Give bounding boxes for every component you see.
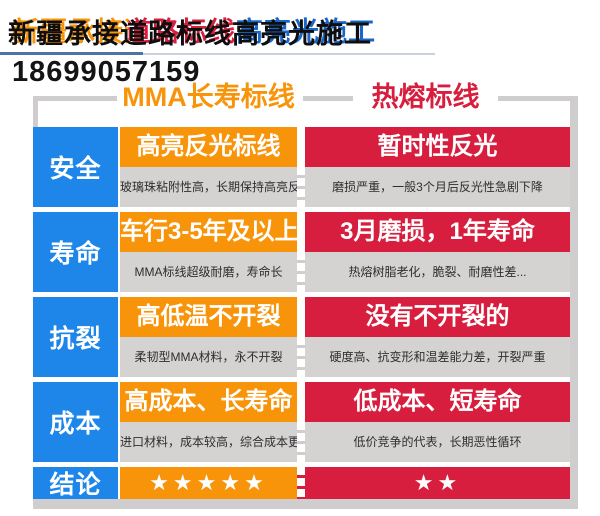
mma-cell: 高成本、长寿命 进口材料，成本较高，综合成本更低 <box>120 382 297 462</box>
table-row-safety: 安全 高亮反光标线 玻璃珠粘附性高，长期保持高亮反光 暂时性反光 磨损严重，一般… <box>33 127 570 207</box>
page-title: 新疆承接道路标线高亮光施工 新疆承接道路标线高亮光施工 <box>8 12 375 49</box>
mma-star-rating: ★★★★★ <box>120 467 297 499</box>
mma-detail: 玻璃珠粘附性高，长期保持高亮反光 <box>120 167 297 207</box>
title-underline-blue <box>0 52 143 55</box>
column-gap <box>118 382 120 462</box>
hotmelt-detail: 低价竞争的代表，长期恶性循环 <box>305 422 570 462</box>
mma-headline: 高低温不开裂 <box>120 297 297 337</box>
title-text: 新疆承接道路标线高亮光施工 <box>8 19 372 49</box>
table-row-cost: 成本 高成本、长寿命 进口材料，成本较高，综合成本更低 低成本、短寿命 低价竞争… <box>33 382 570 462</box>
hotmelt-detail: 磨损严重，一般3个月后反光性急剧下降 <box>305 167 570 207</box>
row-label-safety: 安全 <box>33 127 118 207</box>
mma-headline: 高成本、长寿命 <box>120 382 297 422</box>
row-label-crack: 抗裂 <box>33 297 118 377</box>
column-gap <box>118 127 120 207</box>
frame-top-segment-2 <box>303 96 353 101</box>
hotmelt-cell: 低成本、短寿命 低价竞争的代表，长期恶性循环 <box>305 382 570 462</box>
hotmelt-cell: 3月磨损，1年寿命 热熔树脂老化，脆裂、耐磨性差... <box>305 212 570 292</box>
frame-left-tick <box>33 96 38 127</box>
hotmelt-cell: 暂时性反光 磨损严重，一般3个月后反光性急剧下降 <box>305 127 570 207</box>
hotmelt-headline: 没有不开裂的 <box>305 297 570 337</box>
column-title-mma: MMA长寿标线 <box>122 82 295 112</box>
dashed-divider <box>297 127 305 207</box>
table-row-conclusion: 结论 ★★★★★ ★★ <box>33 467 570 499</box>
column-gap <box>118 212 120 292</box>
dashed-divider <box>297 467 305 499</box>
mma-headline: 车行3-5年及以上 <box>120 212 297 252</box>
column-gap <box>118 297 120 377</box>
mma-cell: 高低温不开裂 柔韧型MMA材料，永不开裂 <box>120 297 297 377</box>
comparison-table: 安全 高亮反光标线 玻璃珠粘附性高，长期保持高亮反光 暂时性反光 磨损严重，一般… <box>33 127 570 499</box>
mma-detail: MMA标线超级耐磨，寿命长 <box>120 252 297 292</box>
dashed-divider <box>297 212 305 292</box>
mma-headline: 高亮反光标线 <box>120 127 297 167</box>
dashed-divider <box>297 382 305 462</box>
mma-detail: 进口材料，成本较高，综合成本更低 <box>120 422 297 462</box>
frame-top-segment-3 <box>498 96 570 101</box>
frame-right-border <box>570 96 578 509</box>
row-label-lifespan: 寿命 <box>33 212 118 292</box>
mma-cell: 车行3-5年及以上 MMA标线超级耐磨，寿命长 <box>120 212 297 292</box>
title-underline-gray <box>143 53 435 55</box>
hotmelt-detail: 热熔树脂老化，脆裂、耐磨性差... <box>305 252 570 292</box>
phone-number: 18699057159 <box>12 56 201 88</box>
row-label-cost: 成本 <box>33 382 118 462</box>
column-gap <box>118 467 120 499</box>
hotmelt-detail: 硬度高、抗变形和温差能力差，开裂严重 <box>305 337 570 377</box>
table-row-lifespan: 寿命 车行3-5年及以上 MMA标线超级耐磨，寿命长 3月磨损，1年寿命 热熔树… <box>33 212 570 292</box>
hotmelt-headline: 低成本、短寿命 <box>305 382 570 422</box>
column-title-hotmelt: 热熔标线 <box>371 82 480 112</box>
row-label-conclusion: 结论 <box>33 467 118 499</box>
hotmelt-star-rating: ★★ <box>305 467 570 499</box>
hotmelt-headline: 暂时性反光 <box>305 127 570 167</box>
hotmelt-headline: 3月磨损，1年寿命 <box>305 212 570 252</box>
hotmelt-cell: 没有不开裂的 硬度高、抗变形和温差能力差，开裂严重 <box>305 297 570 377</box>
frame-bottom-border <box>33 499 578 509</box>
dashed-divider <box>297 297 305 377</box>
mma-detail: 柔韧型MMA材料，永不开裂 <box>120 337 297 377</box>
title-ghost-text: 新疆承接道路标线高亮光施工 <box>12 10 376 49</box>
frame-top-segment-1 <box>33 96 117 101</box>
table-row-crack-resistance: 抗裂 高低温不开裂 柔韧型MMA材料，永不开裂 没有不开裂的 硬度高、抗变形和温… <box>33 297 570 377</box>
mma-cell: 高亮反光标线 玻璃珠粘附性高，长期保持高亮反光 <box>120 127 297 207</box>
